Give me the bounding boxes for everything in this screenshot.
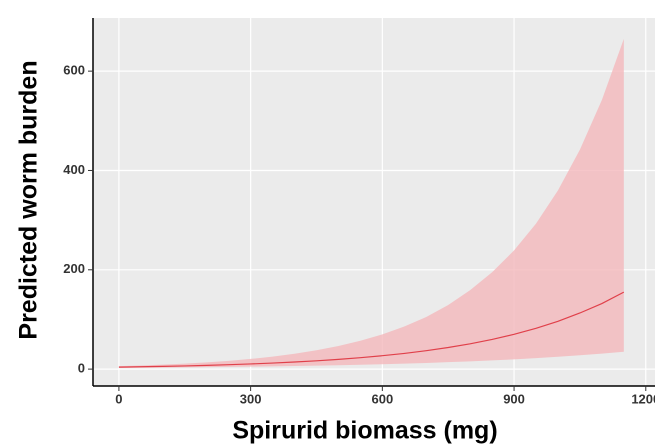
y-tick-label: 200: [63, 261, 85, 276]
x-tick-label: 300: [240, 391, 262, 406]
plot: [118, 38, 625, 368]
x-tick-label: 0: [115, 391, 122, 406]
y-tick-label: 0: [78, 361, 85, 376]
x-tick-label: 600: [371, 391, 393, 406]
confidence-band: [118, 38, 624, 368]
x-tick-label: 900: [503, 391, 525, 406]
y-axis-title: Predicted worm burden: [15, 60, 43, 339]
x-axis-title: Spirurid biomass (mg): [232, 417, 497, 445]
grid: [93, 18, 655, 386]
y-tick-label: 400: [63, 162, 85, 177]
y-tick-label: 600: [63, 63, 85, 78]
prediction-line: [118, 291, 625, 368]
x-tick-label: 1200: [631, 391, 655, 406]
